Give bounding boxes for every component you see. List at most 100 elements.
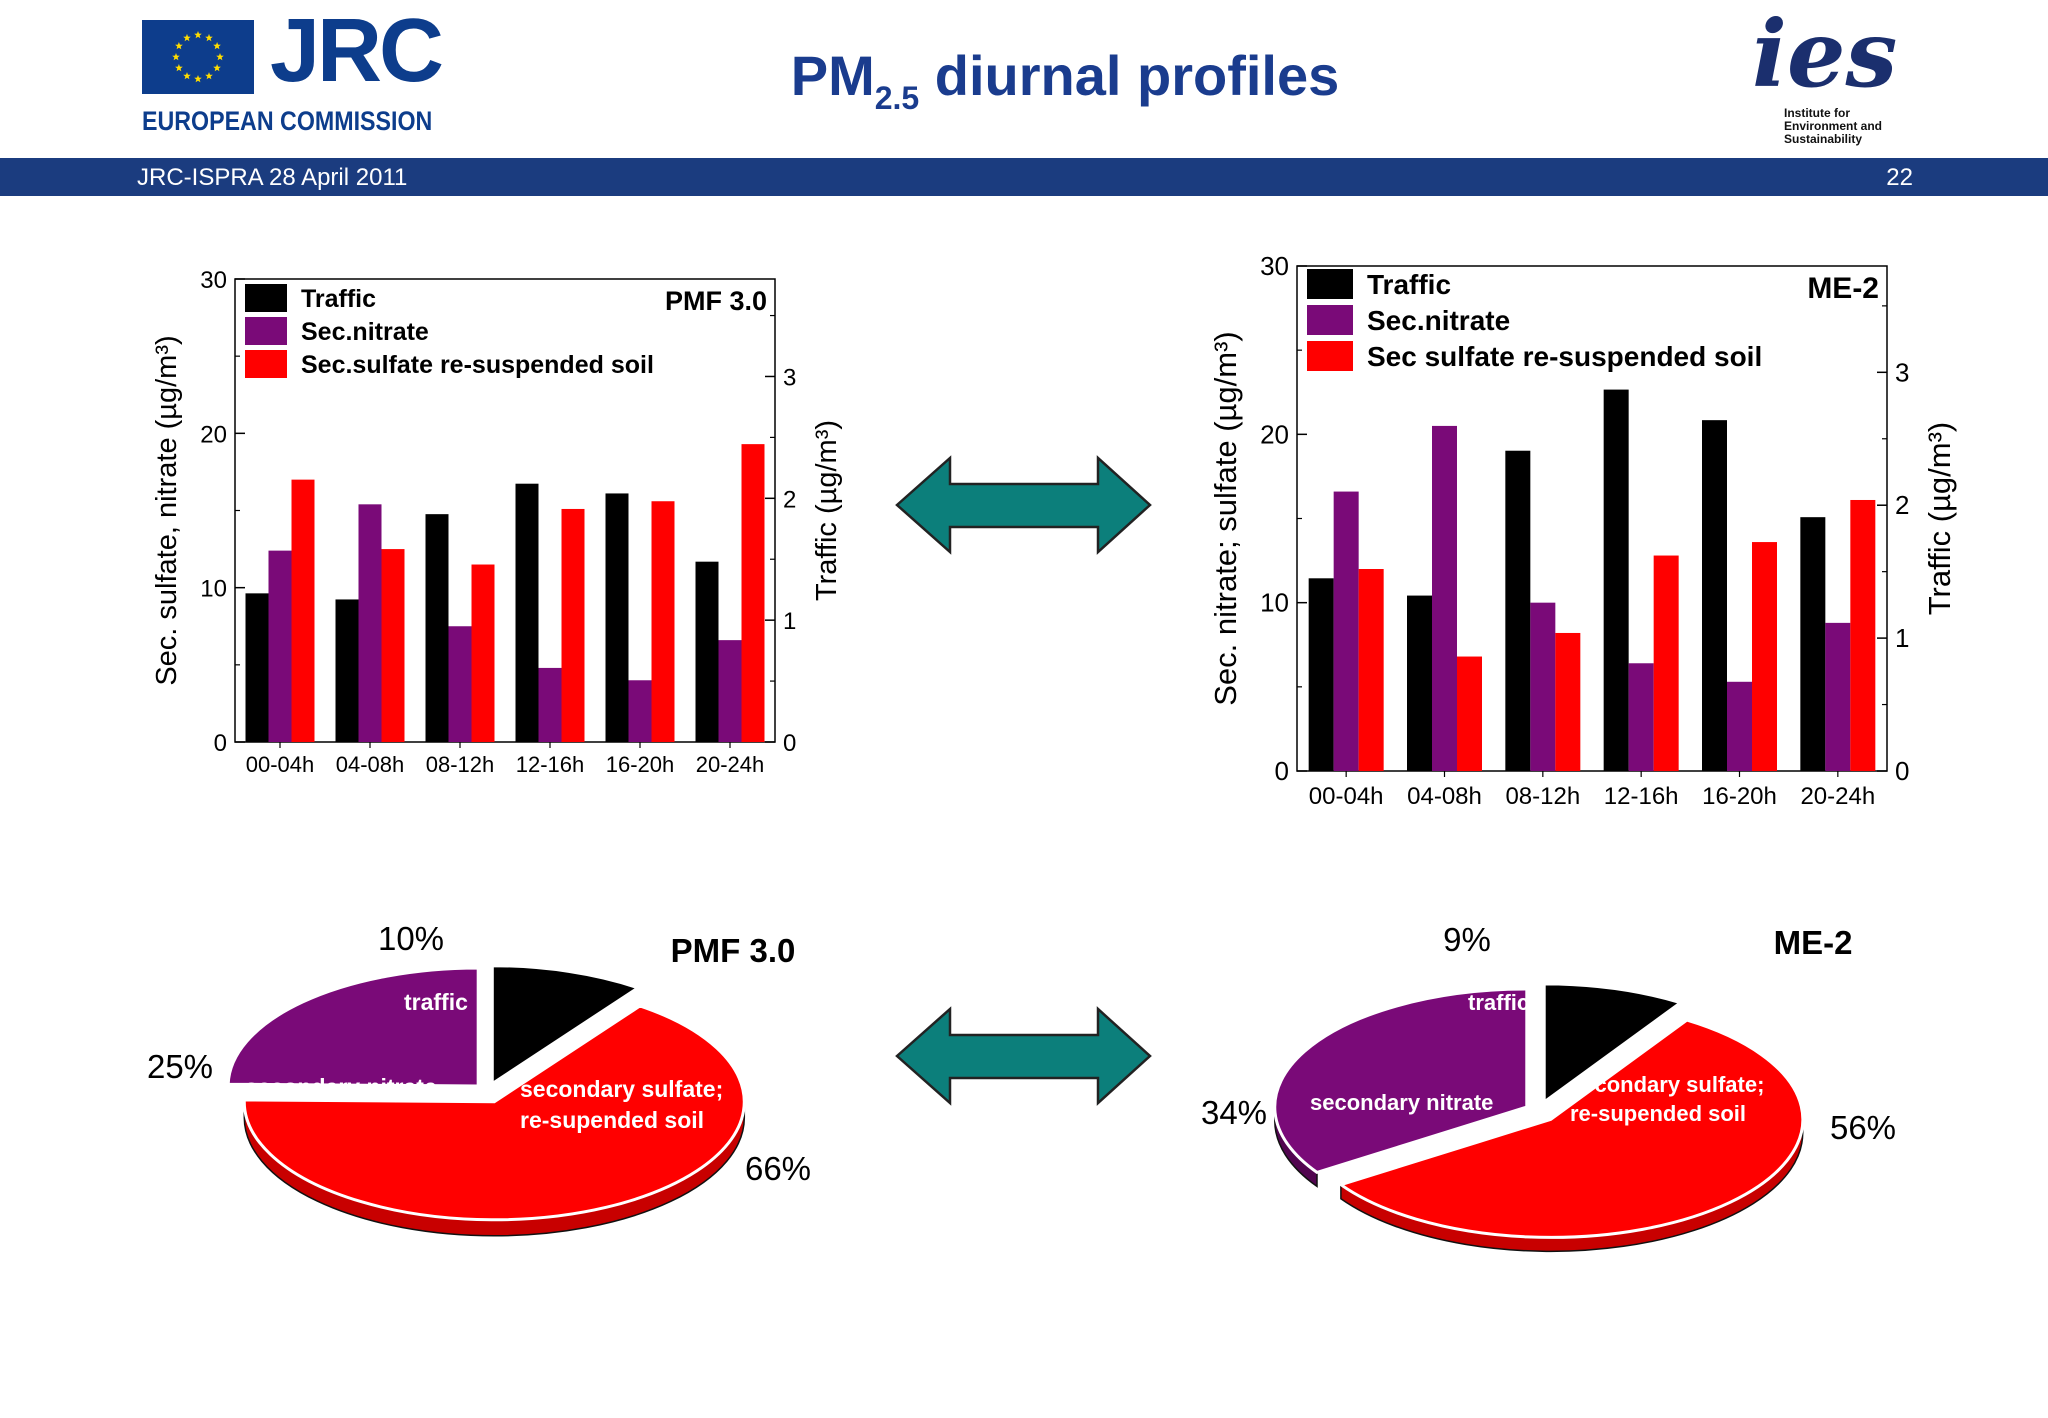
title-rest: diurnal profiles <box>919 44 1340 107</box>
title-subscript: 2.5 <box>874 80 920 116</box>
y-tick-label: 0 <box>1275 756 1289 786</box>
bar-sec-sulfate-re-suspended-soil <box>1555 632 1581 771</box>
x-tick-label: 08-12h <box>426 752 495 777</box>
pie-slice <box>1273 987 1529 1175</box>
eu-star-icon <box>216 53 224 61</box>
pie-slice <box>490 964 642 1087</box>
bar-sec-sulfate-re-suspended-soil <box>651 501 675 742</box>
eu-star-icon <box>175 42 183 50</box>
double-arrow-icon <box>895 455 1152 555</box>
eu-star-icon <box>183 33 191 42</box>
y-axis-label: Sec. sulfate, nitrate (µg/m³) <box>151 335 183 685</box>
bar-sec-sulfate-re-suspended-soil <box>1358 569 1384 771</box>
bar-traffic <box>695 561 719 742</box>
legend-label: Sec.nitrate <box>1367 305 1510 336</box>
y-axis-label: Sec. nitrate; sulfate (µg/m³) <box>1208 331 1243 705</box>
y2-tick-label: 3 <box>783 364 796 391</box>
bar-traffic <box>245 593 269 742</box>
bar-traffic <box>515 483 539 742</box>
x-tick-label: 00-04h <box>1309 783 1384 810</box>
pie-slice-label: secondary sulfate; <box>1570 1072 1764 1097</box>
legend-label: Sec.sulfate re-suspended soil <box>301 351 654 379</box>
pie-slice-label: re-supended soil <box>520 1107 704 1133</box>
y-tick-label: 20 <box>1260 419 1289 449</box>
pie-slice <box>1542 982 1684 1105</box>
pie-slice <box>242 1004 746 1222</box>
ies-line-2: Environment and <box>1784 119 1882 133</box>
header-banner: JRC-ISPRA 28 April 2011 22 <box>0 158 2048 196</box>
pie-percent-label: 9% <box>1443 921 1491 958</box>
y-tick-label: 30 <box>1260 251 1289 281</box>
y2-tick-label: 3 <box>1895 357 1909 387</box>
x-tick-label: 16-20h <box>1702 783 1777 810</box>
pie-slice-label: secondary nitrate <box>245 1074 437 1100</box>
panel-label: ME-2 <box>1807 272 1879 305</box>
pie-slice-label: secondary nitrate <box>1310 1090 1493 1115</box>
bar-sec-nitrate <box>268 550 292 742</box>
slide-number: 22 <box>1886 164 1913 191</box>
x-tick-label: 20-24h <box>696 752 765 777</box>
eu-star-icon <box>205 72 213 80</box>
pie-percent-label: 25% <box>147 1048 213 1085</box>
event-date-label: JRC-ISPRA 28 April 2011 <box>137 164 408 191</box>
legend-swatch <box>245 317 287 345</box>
y2-tick-label: 2 <box>1895 490 1909 520</box>
bar-traffic <box>1702 420 1727 771</box>
legend-label: Sec.nitrate <box>301 318 429 346</box>
bar-sec-nitrate <box>1432 425 1457 771</box>
pie-chart-pmf: traffic 10% secondary sulfate; re-supended … <box>147 920 811 1237</box>
y2-tick-label: 0 <box>783 730 796 757</box>
bar-sec-nitrate <box>1530 602 1556 771</box>
pie-slice-label: traffic <box>404 989 468 1015</box>
bar-traffic <box>1603 389 1629 771</box>
y2-tick-label: 0 <box>1895 756 1909 786</box>
legend-swatch <box>1307 341 1353 371</box>
eu-star-icon <box>194 75 202 83</box>
bar-sec-sulfate-re-suspended-soil <box>1752 542 1777 771</box>
bar-sec-nitrate <box>1333 491 1359 771</box>
pie-slice <box>226 966 480 1088</box>
y2-tick-label: 1 <box>783 608 796 635</box>
bar-sec-sulfate-re-suspended-soil <box>741 444 765 742</box>
jrc-logo-text: JRC <box>270 1 444 101</box>
legend-label: Sec sulfate re-suspended soil <box>1367 341 1762 372</box>
bar-sec-nitrate <box>538 667 562 742</box>
ies-logo-mark: ies <box>1752 6 1897 108</box>
y-tick-label: 0 <box>214 730 227 757</box>
legend-swatch <box>245 350 287 378</box>
panel-label: PMF 3.0 <box>671 932 796 969</box>
pie-slice-label: secondary sulfate; <box>520 1076 723 1102</box>
bar-sec-sulfate-re-suspended-soil <box>1850 499 1876 771</box>
panel-label: PMF 3.0 <box>665 286 767 316</box>
bar-sec-sulfate-re-suspended-soil <box>291 479 315 742</box>
pie-chart-me2: traffic 9% secondary sulfate; re-supended s… <box>1201 921 1896 1253</box>
bar-sec-nitrate <box>718 640 742 742</box>
ies-logo: ies Institute for Environment and Sustai… <box>1752 6 1897 146</box>
legend-swatch <box>1307 269 1353 299</box>
pie-percent-label: 56% <box>1830 1109 1896 1146</box>
plot-frame <box>234 278 776 743</box>
bar-sec-nitrate <box>448 626 472 742</box>
y-tick-label: 30 <box>200 267 227 294</box>
pie-percent-label: 10% <box>378 920 444 957</box>
y2-tick-label: 2 <box>783 486 796 513</box>
ies-line-3: Sustainability <box>1784 132 1862 146</box>
ies-line-1: Institute for <box>1784 106 1850 120</box>
panel-label: ME-2 <box>1774 924 1853 961</box>
x-tick-label: 16-20h <box>606 752 675 777</box>
legend-label: Traffic <box>301 285 376 313</box>
bar-sec-nitrate <box>1628 663 1654 771</box>
bar-sec-nitrate <box>358 504 382 742</box>
pie-slice-label: traffic <box>1468 990 1529 1015</box>
bar-traffic <box>605 493 629 742</box>
bar-traffic <box>1308 578 1334 771</box>
pie-percent-label: 34% <box>1201 1094 1267 1131</box>
double-arrow-icon <box>895 1006 1152 1106</box>
y-tick-label: 10 <box>1260 588 1289 618</box>
page-title: PM2.5 diurnal profiles <box>650 48 1480 115</box>
legend-swatch <box>1307 305 1353 335</box>
bar-traffic <box>425 514 449 742</box>
x-tick-label: 00-04h <box>246 752 315 777</box>
slide-header: JRC EUROPEAN COMMISSION PM2.5 diurnal pr… <box>0 0 2048 158</box>
